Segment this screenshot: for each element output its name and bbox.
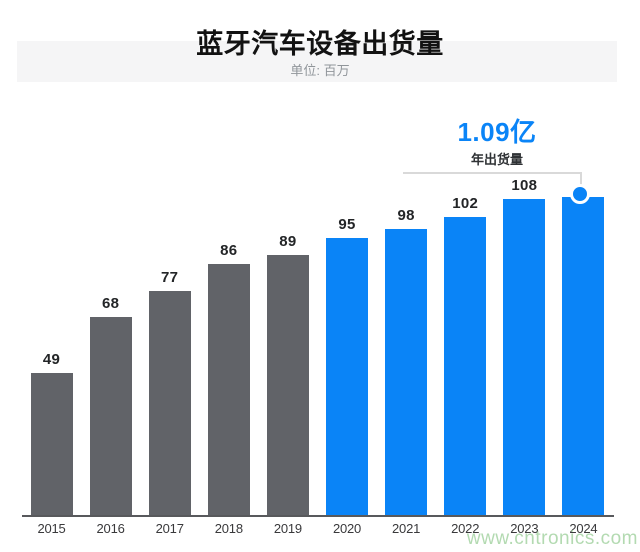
- bar-2018: [207, 264, 250, 517]
- bar-2020: [326, 238, 368, 517]
- annotation-value: 1.09亿: [457, 117, 537, 147]
- axis-label-2023: 2023: [510, 521, 539, 536]
- bar-2019: [266, 255, 309, 517]
- bar-2015: [30, 373, 73, 517]
- highlight-circle-marker: [570, 184, 590, 204]
- bar-value-2018: 86: [220, 242, 238, 259]
- bar-2017: [148, 291, 191, 517]
- bar-2022: [444, 217, 487, 517]
- bar-value-2019: 89: [279, 233, 297, 250]
- bar-value-2022: 102: [452, 195, 479, 212]
- bar-value-2016: 68: [101, 295, 120, 312]
- header-band: [17, 41, 617, 82]
- bar-value-2023: 108: [511, 177, 538, 194]
- chart-title: 蓝牙汽车设备出货量: [196, 29, 444, 59]
- bar-2023: [503, 199, 546, 517]
- bar-2024: [562, 197, 605, 517]
- axis-label-2024: 2024: [569, 521, 598, 536]
- axis-label-2016: 2016: [96, 521, 125, 536]
- watermark-text: www.cntronics.com: [466, 528, 638, 549]
- axis-label-2018: 2018: [214, 521, 243, 536]
- bar-value-2015: 49: [42, 351, 61, 368]
- axis-label-2020: 2020: [332, 521, 362, 536]
- bar-2016: [89, 317, 132, 517]
- axis-label-2017: 2017: [155, 521, 184, 536]
- bar-value-2020: 95: [338, 216, 356, 233]
- bar-value-2021: 98: [397, 207, 415, 224]
- axis-label-2019: 2019: [273, 521, 302, 536]
- annotation-connector-horizontal: [403, 172, 582, 174]
- annotation-label: 年出货量: [470, 152, 523, 167]
- bar-value-2017: 77: [161, 269, 179, 286]
- bar-2021: [385, 229, 428, 517]
- axis-label-2015: 2015: [37, 521, 66, 536]
- chart-subtitle: 单位: 百万: [290, 63, 350, 78]
- axis-label-2021: 2021: [392, 521, 421, 536]
- annotation-connector-vertical: [580, 172, 582, 185]
- axis-label-2022: 2022: [451, 521, 480, 536]
- x-axis-line: [22, 515, 614, 517]
